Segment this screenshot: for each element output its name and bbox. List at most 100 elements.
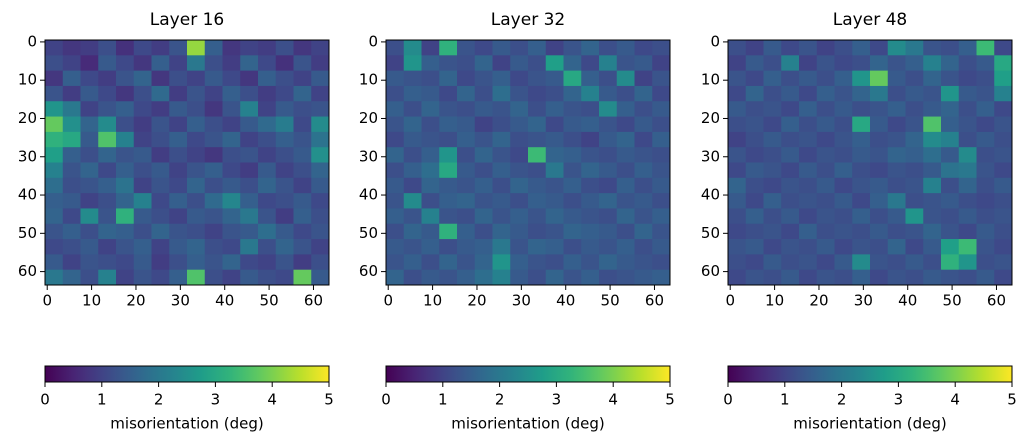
colorbar-tick-label: 0 bbox=[40, 391, 50, 409]
colorbar-tick-label: 5 bbox=[665, 391, 675, 409]
heatmap-cell bbox=[834, 254, 853, 271]
heatmap-cell bbox=[905, 131, 924, 148]
heatmap-cell bbox=[492, 55, 511, 72]
heatmap-cell bbox=[816, 101, 835, 117]
heatmap-cell bbox=[816, 208, 835, 225]
colorbar-tick-label: 5 bbox=[324, 391, 334, 409]
heatmap-cell bbox=[222, 147, 241, 163]
heatmap-cell bbox=[816, 85, 835, 102]
heatmap-cell bbox=[240, 40, 259, 56]
heatmap-cell bbox=[275, 193, 294, 209]
heatmap-cell bbox=[133, 177, 152, 194]
heatmap-cell bbox=[133, 208, 152, 225]
heatmap-cell bbox=[834, 193, 853, 209]
heatmap-cell bbox=[80, 85, 99, 102]
heatmap-cell bbox=[852, 208, 871, 225]
heatmap-cell bbox=[763, 131, 782, 148]
heatmap-cell bbox=[62, 116, 81, 133]
heatmap-cell bbox=[293, 85, 312, 102]
heatmap-cell bbox=[834, 101, 853, 117]
x-tick-label: 40 bbox=[556, 292, 575, 310]
heatmap-cell bbox=[386, 55, 405, 72]
heatmap-cell bbox=[439, 40, 458, 56]
heatmap-cell bbox=[941, 254, 960, 271]
heatmap-cell bbox=[293, 101, 312, 117]
heatmap-cell bbox=[599, 254, 618, 271]
heatmap-cell bbox=[976, 223, 995, 240]
heatmap-cell bbox=[222, 254, 241, 271]
heatmap-cell bbox=[905, 162, 924, 179]
heatmap-cell bbox=[386, 101, 405, 117]
heatmap-cell bbox=[634, 40, 653, 56]
heatmap-cell bbox=[941, 101, 960, 117]
heatmap-cell bbox=[923, 116, 942, 133]
heatmap-cell bbox=[386, 162, 405, 179]
heatmap-cell bbox=[204, 208, 223, 225]
heatmap-cell bbox=[834, 208, 853, 225]
heatmap-cell bbox=[151, 147, 170, 163]
heatmap-cell bbox=[616, 269, 635, 286]
colorbar-tick-label: 2 bbox=[154, 391, 164, 409]
heatmap-cell bbox=[275, 70, 294, 87]
heatmap-cell bbox=[258, 70, 277, 87]
heatmap-cell bbox=[421, 254, 440, 271]
heatmap-cell bbox=[510, 208, 529, 225]
heatmap-cell bbox=[905, 208, 924, 225]
heatmap-cell bbox=[439, 254, 458, 271]
heatmap-cell bbox=[386, 208, 405, 225]
x-tick-label: 20 bbox=[467, 292, 486, 310]
heatmap-cell bbox=[187, 40, 206, 56]
heatmap-cell bbox=[852, 116, 871, 133]
heatmap-cell bbox=[528, 116, 547, 133]
heatmap-cell bbox=[728, 131, 747, 148]
heatmap-cell bbox=[941, 239, 960, 255]
heatmap-cell bbox=[941, 223, 960, 240]
heatmap-cell bbox=[745, 70, 764, 87]
heatmap-cell bbox=[293, 193, 312, 209]
heatmap-cell bbox=[941, 193, 960, 209]
heatmap-cell bbox=[852, 177, 871, 194]
heatmap-cell bbox=[816, 254, 835, 271]
x-tick-label: 0 bbox=[42, 292, 52, 310]
heatmap-cell bbox=[816, 131, 835, 148]
heatmap-cell bbox=[563, 193, 582, 209]
heatmap-cell bbox=[923, 239, 942, 255]
heatmap-cell bbox=[222, 223, 241, 240]
heatmap-cell bbox=[457, 40, 476, 56]
heatmap-cell bbox=[763, 70, 782, 87]
heatmap-cell bbox=[311, 131, 330, 148]
colorbar-tick-label: 1 bbox=[780, 391, 790, 409]
heatmap-cell bbox=[80, 254, 99, 271]
heatmap-cell bbox=[616, 40, 635, 56]
heatmap-cell bbox=[994, 55, 1013, 72]
heatmap-cell bbox=[599, 101, 618, 117]
x-tick-label: 30 bbox=[854, 292, 873, 310]
heatmap-cell bbox=[781, 193, 800, 209]
heatmap-cell bbox=[581, 208, 600, 225]
heatmap-cell bbox=[887, 223, 906, 240]
heatmap-cell bbox=[616, 70, 635, 87]
heatmap-cell bbox=[80, 147, 99, 163]
heatmap-cell bbox=[816, 40, 835, 56]
heatmap-cell bbox=[994, 40, 1013, 56]
heatmap-cell bbox=[745, 101, 764, 117]
heatmap-cell bbox=[581, 55, 600, 72]
heatmap-cell bbox=[116, 101, 135, 117]
heatmap-cell bbox=[510, 239, 529, 255]
heatmap-cell bbox=[133, 269, 152, 286]
colorbar-tick-label: 0 bbox=[381, 391, 391, 409]
heatmap-cell bbox=[80, 101, 99, 117]
heatmap-cell bbox=[545, 85, 564, 102]
heatmap-cell bbox=[204, 193, 223, 209]
heatmap-cell bbox=[439, 147, 458, 163]
heatmap-cell bbox=[781, 147, 800, 163]
heatmap-cell bbox=[169, 269, 188, 286]
heatmap-cell bbox=[258, 162, 277, 179]
heatmap-cell bbox=[528, 55, 547, 72]
heatmap-cell bbox=[222, 40, 241, 56]
heatmap-cell bbox=[799, 101, 818, 117]
heatmap-cell bbox=[745, 223, 764, 240]
heatmap-cell bbox=[799, 147, 818, 163]
heatmap-cell bbox=[293, 40, 312, 56]
